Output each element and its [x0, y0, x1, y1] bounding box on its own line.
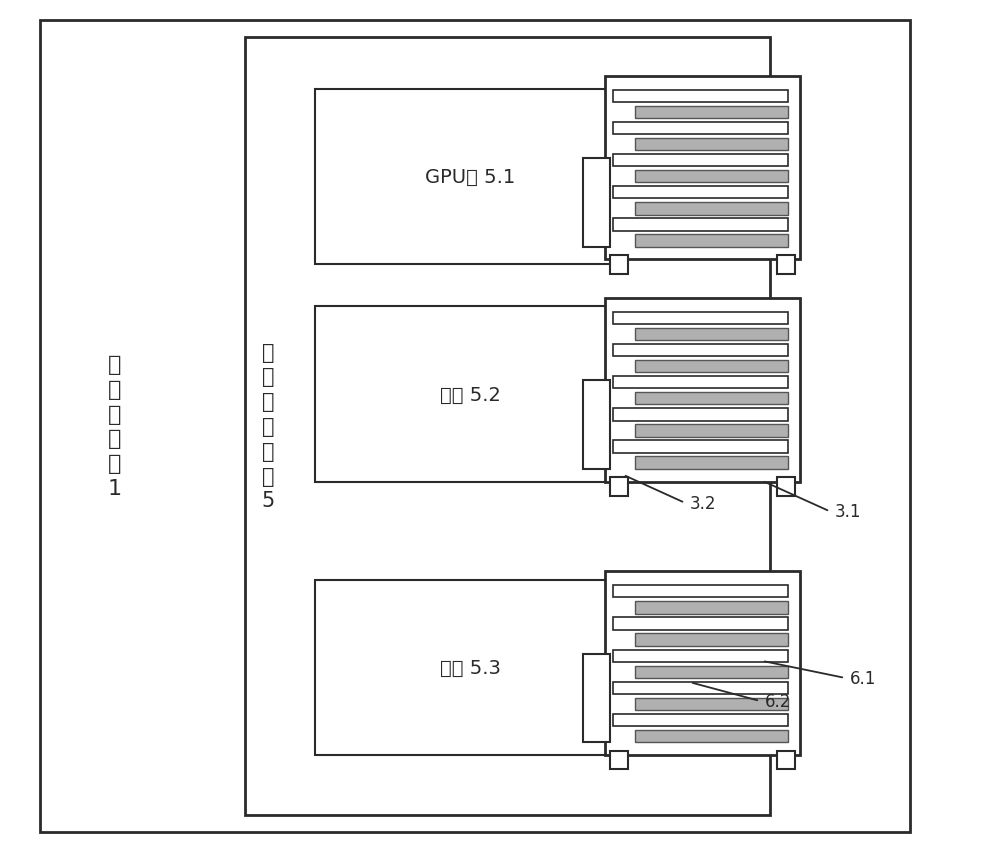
- Bar: [605, 572, 800, 755]
- Bar: [635, 171, 788, 183]
- Bar: [583, 654, 610, 742]
- Bar: [613, 714, 788, 726]
- Bar: [635, 139, 788, 151]
- Bar: [635, 730, 788, 742]
- Bar: [245, 38, 770, 815]
- Bar: [610, 478, 628, 496]
- Bar: [635, 601, 788, 614]
- Bar: [613, 650, 788, 662]
- Bar: [315, 580, 625, 755]
- Bar: [635, 107, 788, 119]
- Bar: [777, 751, 795, 769]
- Bar: [613, 219, 788, 231]
- Bar: [610, 751, 628, 769]
- Bar: [613, 155, 788, 167]
- Bar: [613, 377, 788, 389]
- Text: 网卡 5.3: 网卡 5.3: [440, 658, 500, 677]
- Text: 3.2: 3.2: [690, 494, 717, 513]
- Text: 6.1: 6.1: [850, 669, 876, 688]
- Bar: [605, 299, 800, 482]
- Bar: [613, 409, 788, 421]
- Bar: [635, 698, 788, 710]
- Bar: [583, 160, 610, 247]
- Bar: [635, 235, 788, 247]
- Text: 3.1: 3.1: [835, 502, 862, 521]
- Text: 显卡 5.2: 显卡 5.2: [440, 385, 500, 404]
- Text: 服
务
器
板
卡
1: 服 务 器 板 卡 1: [108, 355, 122, 498]
- Bar: [613, 586, 788, 598]
- Bar: [635, 393, 788, 405]
- Bar: [613, 618, 788, 630]
- Bar: [583, 381, 610, 469]
- Bar: [635, 634, 788, 646]
- Bar: [635, 425, 788, 437]
- Bar: [315, 307, 625, 482]
- Bar: [635, 457, 788, 469]
- Bar: [610, 256, 628, 275]
- Bar: [777, 478, 795, 496]
- Bar: [613, 682, 788, 694]
- Text: 发
热
外
插
设
备
5: 发 热 外 插 设 备 5: [261, 342, 275, 511]
- Bar: [777, 256, 795, 275]
- Text: 6.2: 6.2: [765, 692, 791, 711]
- Bar: [613, 91, 788, 103]
- Bar: [635, 666, 788, 678]
- Text: GPU卡 5.1: GPU卡 5.1: [425, 167, 515, 187]
- Bar: [315, 90, 625, 264]
- Bar: [613, 123, 788, 135]
- Bar: [613, 345, 788, 357]
- Bar: [40, 21, 910, 832]
- Bar: [635, 328, 788, 341]
- Bar: [635, 203, 788, 215]
- Bar: [613, 187, 788, 200]
- Bar: [613, 313, 788, 325]
- Bar: [605, 77, 800, 260]
- Bar: [613, 441, 788, 453]
- Bar: [635, 361, 788, 373]
